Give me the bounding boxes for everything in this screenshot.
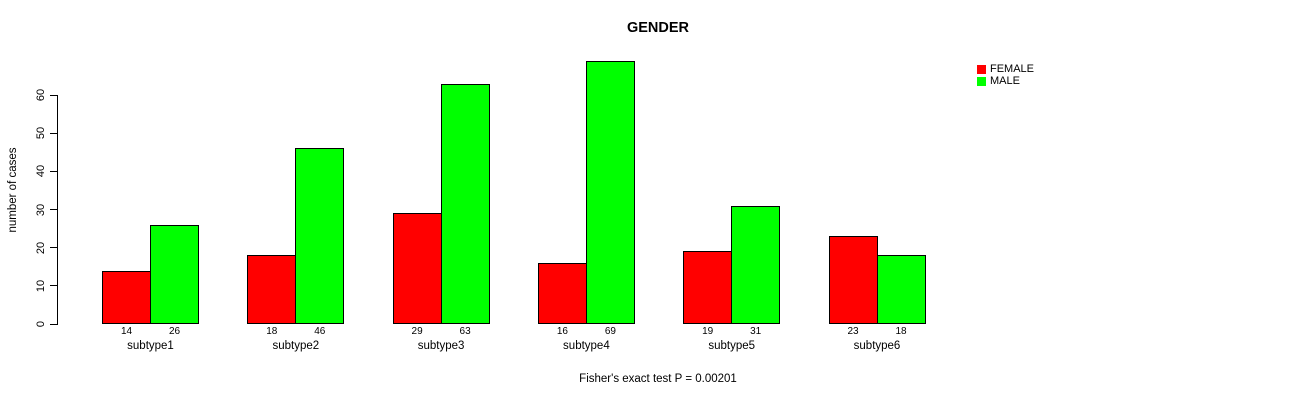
y-axis-tick-label: 20 [35, 241, 47, 254]
legend-item-female: FEMALE [977, 63, 1034, 75]
y-axis-tick-label: 0 [35, 320, 47, 328]
legend-item-male: MALE [977, 75, 1034, 87]
bar-male-subtype1 [150, 224, 199, 324]
y-axis-tick [50, 285, 57, 287]
y-axis-tick [50, 94, 57, 96]
legend-label: FEMALE [990, 63, 1035, 75]
chart-title: GENDER [626, 20, 690, 36]
bar-value-label: 19 [702, 326, 714, 337]
bar-value-label: 31 [750, 326, 762, 337]
bar-male-subtype5 [731, 205, 781, 324]
bar-value-label: 29 [411, 326, 423, 337]
bar-female-subtype1 [102, 270, 151, 324]
x-category-label: subtype1 [127, 340, 174, 352]
bar-value-label: 18 [895, 326, 907, 337]
bar-female-subtype5 [683, 251, 733, 324]
bar-value-label: 14 [120, 326, 133, 337]
legend-swatch-female [977, 64, 986, 74]
bar-male-subtype3 [440, 83, 490, 324]
bar-value-label: 69 [604, 326, 616, 337]
x-category-label: subtype3 [417, 340, 465, 352]
x-category-label: subtype2 [272, 340, 320, 352]
bar-value-label: 16 [556, 326, 568, 337]
legend-swatch-male [977, 76, 986, 86]
legend: FEMALE MALE [977, 63, 1034, 87]
y-axis-tick [50, 170, 57, 172]
bar-female-subtype3 [392, 213, 442, 324]
bar-value-label: 46 [314, 326, 326, 337]
bar-value-label: 26 [168, 326, 181, 337]
x-category-label: subtype5 [708, 340, 756, 352]
y-axis-tick [50, 323, 57, 325]
x-category-label: subtype6 [853, 340, 901, 352]
bar-value-label: 18 [266, 326, 278, 337]
y-axis-line [57, 95, 58, 325]
bar-female-subtype2 [247, 255, 297, 324]
y-axis-tick-label: 40 [35, 165, 47, 178]
caption-fisher-test: Fisher's exact test P = 0.00201 [579, 373, 737, 385]
bar-value-label: 63 [459, 326, 471, 337]
bar-male-subtype2 [295, 148, 345, 324]
bar-female-subtype6 [828, 236, 878, 324]
bar-female-subtype4 [537, 262, 587, 324]
bar-value-label: 23 [847, 326, 859, 337]
x-category-label: subtype4 [563, 340, 610, 352]
bar-male-subtype4 [585, 60, 635, 324]
y-axis-tick [50, 132, 57, 134]
y-axis-tick [50, 247, 57, 249]
y-axis-tick [50, 209, 57, 210]
legend-label: MALE [990, 75, 1020, 87]
y-axis-tick-label: 30 [35, 203, 47, 216]
bar-male-subtype6 [876, 255, 926, 324]
y-axis-tick-label: 10 [35, 279, 47, 292]
y-axis-tick-label: 60 [35, 88, 47, 102]
y-axis-tick-label: 50 [35, 127, 47, 140]
